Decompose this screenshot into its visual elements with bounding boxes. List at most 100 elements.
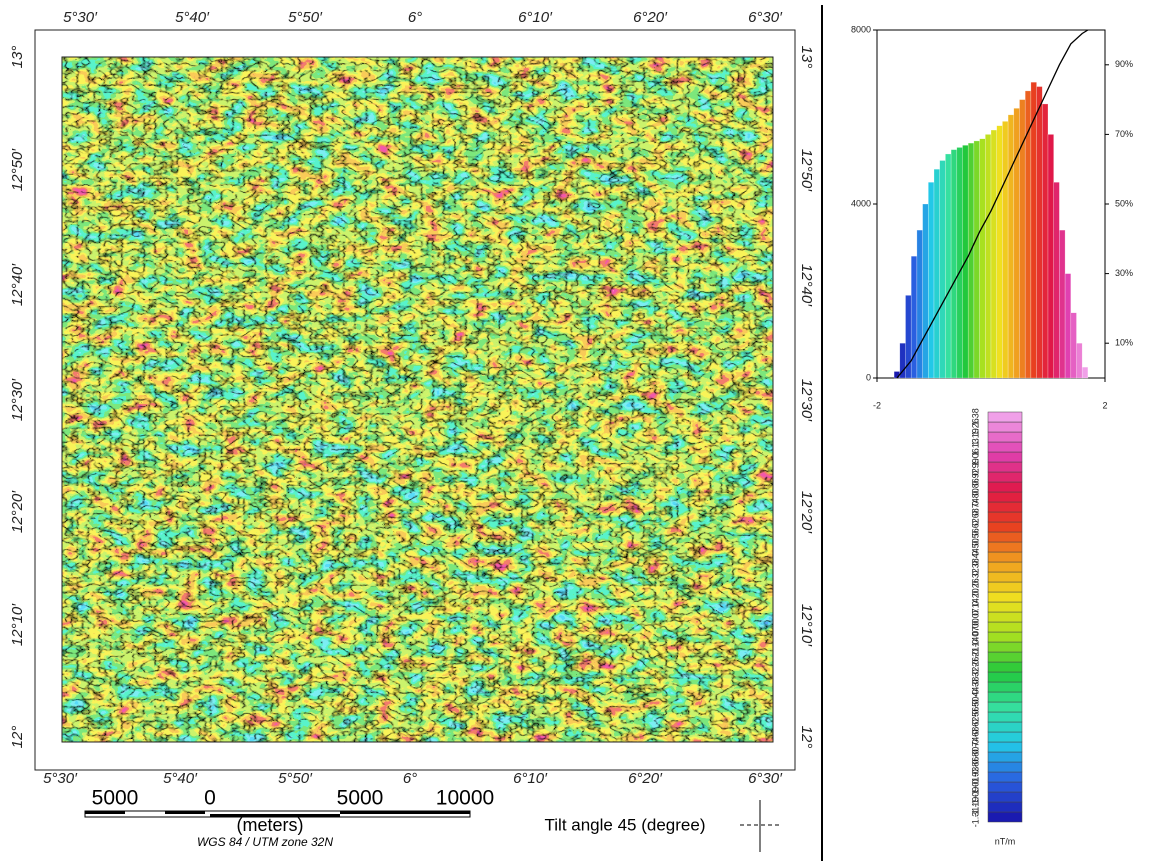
legend-label: -0.14 [970, 637, 980, 658]
scale-label: 0 [204, 787, 216, 810]
histogram-bar [1019, 99, 1026, 379]
legend-label: 0.26 [970, 578, 980, 596]
legend-swatch [987, 801, 1023, 813]
legend-swatch [987, 431, 1023, 443]
legend-swatch [987, 501, 1023, 513]
lat-label: 12°10′ [798, 604, 815, 647]
legend-swatch [987, 641, 1023, 653]
legend-swatch [987, 771, 1023, 783]
lat-label: 13° [798, 46, 815, 69]
y2-tick-label: 10% [1115, 338, 1133, 348]
scale-bar [84, 810, 471, 818]
legend-swatch [987, 711, 1023, 723]
legend-label: 0.56 [970, 528, 980, 546]
legend-label: -0.68 [970, 727, 980, 748]
legend-swatch [987, 451, 1023, 463]
legend-swatch [987, 601, 1023, 613]
legend-label: -0.38 [970, 677, 980, 698]
lon-label: 5°40′ [163, 770, 198, 787]
lon-label: 6° [403, 770, 417, 787]
histogram-bar [922, 203, 929, 379]
legend-label: -1.09 [970, 787, 980, 808]
legend-swatch [987, 681, 1023, 693]
scale-label: 5000 [92, 787, 139, 810]
legend-swatch [987, 701, 1023, 713]
histogram-bar [1064, 273, 1072, 379]
legend-swatch [987, 751, 1023, 763]
histogram-bar [1070, 312, 1077, 379]
histogram-bar [973, 140, 980, 379]
legend-swatch [987, 781, 1023, 793]
legend-label: 0.86 [970, 478, 980, 496]
y-tick-label: 8000 [851, 24, 871, 34]
y2-tick-label: 90% [1115, 59, 1133, 69]
y-tick-label: 4000 [851, 198, 871, 208]
histogram-bar [1076, 342, 1083, 379]
x-tick-label: -2 [873, 400, 881, 410]
histogram-bar [950, 149, 958, 379]
lon-label: 6° [408, 9, 422, 26]
legend-label: -0.56 [970, 707, 980, 728]
y2-tick-label: 50% [1115, 198, 1133, 208]
legend-label: 1.26 [970, 418, 980, 436]
legend-label: 1.06 [970, 448, 980, 466]
histogram-bar [1042, 103, 1049, 379]
y-tick-label: 0 [866, 372, 871, 382]
histogram-bar [967, 142, 975, 379]
tilt-angle-grid [62, 57, 773, 742]
histogram-bar [928, 182, 935, 379]
histogram-bar [1036, 86, 1043, 379]
legend-label: 0.80 [970, 488, 980, 506]
legend-swatch [987, 571, 1023, 583]
lon-label: 5°50′ [288, 9, 323, 26]
lon-label: 5°50′ [278, 770, 313, 787]
legend-swatch [987, 721, 1023, 733]
lat-label: 13° [9, 46, 26, 69]
histogram-bar [1047, 134, 1054, 379]
scale-unit: (meters) [237, 815, 304, 835]
legend-swatch [987, 621, 1023, 633]
histogram-bar [990, 129, 997, 379]
legend-swatch [987, 761, 1023, 773]
lat-label: 12°30′ [798, 379, 815, 422]
legend-label: -0.62 [970, 717, 980, 738]
y2-tick-label: 70% [1115, 129, 1133, 139]
lon-label: 6°30′ [748, 9, 783, 26]
legend-label: -0.21 [970, 647, 980, 668]
histogram-bar [979, 138, 986, 379]
lat-label: 12°20′ [798, 491, 815, 534]
histogram-bar [939, 160, 946, 379]
histogram-bar [985, 134, 992, 379]
legend-label: -0.86 [970, 757, 980, 778]
legend-label: -1.31 [970, 807, 980, 828]
legend-swatch [987, 441, 1023, 453]
legend-swatch [987, 551, 1023, 563]
legend-swatch [987, 461, 1023, 473]
legend-label: -0.32 [970, 667, 980, 688]
map-border [61, 56, 774, 743]
legend-swatch [987, 811, 1023, 823]
legend-label: 0.99 [970, 458, 980, 476]
legend-label: 0.44 [970, 548, 980, 566]
legend-label: 0.07 [970, 608, 980, 626]
lon-label: 5°40′ [175, 9, 210, 26]
lat-label: 12°40′ [9, 263, 26, 306]
legend-swatch [987, 791, 1023, 803]
legend-swatch [987, 481, 1023, 493]
legend-label: -0.26 [970, 657, 980, 678]
lat-label: 12° [9, 726, 26, 749]
histogram-bar [1002, 121, 1009, 379]
legend-label: 1.13 [970, 438, 980, 456]
legend-label: -0.80 [970, 747, 980, 768]
legend-swatch [987, 531, 1023, 543]
legend-swatch [987, 651, 1023, 663]
histogram-bar [1059, 229, 1066, 379]
legend-swatch [987, 471, 1023, 483]
lat-label: 12°20′ [9, 490, 26, 533]
legend-swatch [987, 661, 1023, 673]
histogram-bar [1013, 108, 1020, 379]
histogram-bar [956, 147, 963, 379]
legend-label: 0.32 [970, 568, 980, 586]
histogram-bar [1024, 90, 1032, 379]
